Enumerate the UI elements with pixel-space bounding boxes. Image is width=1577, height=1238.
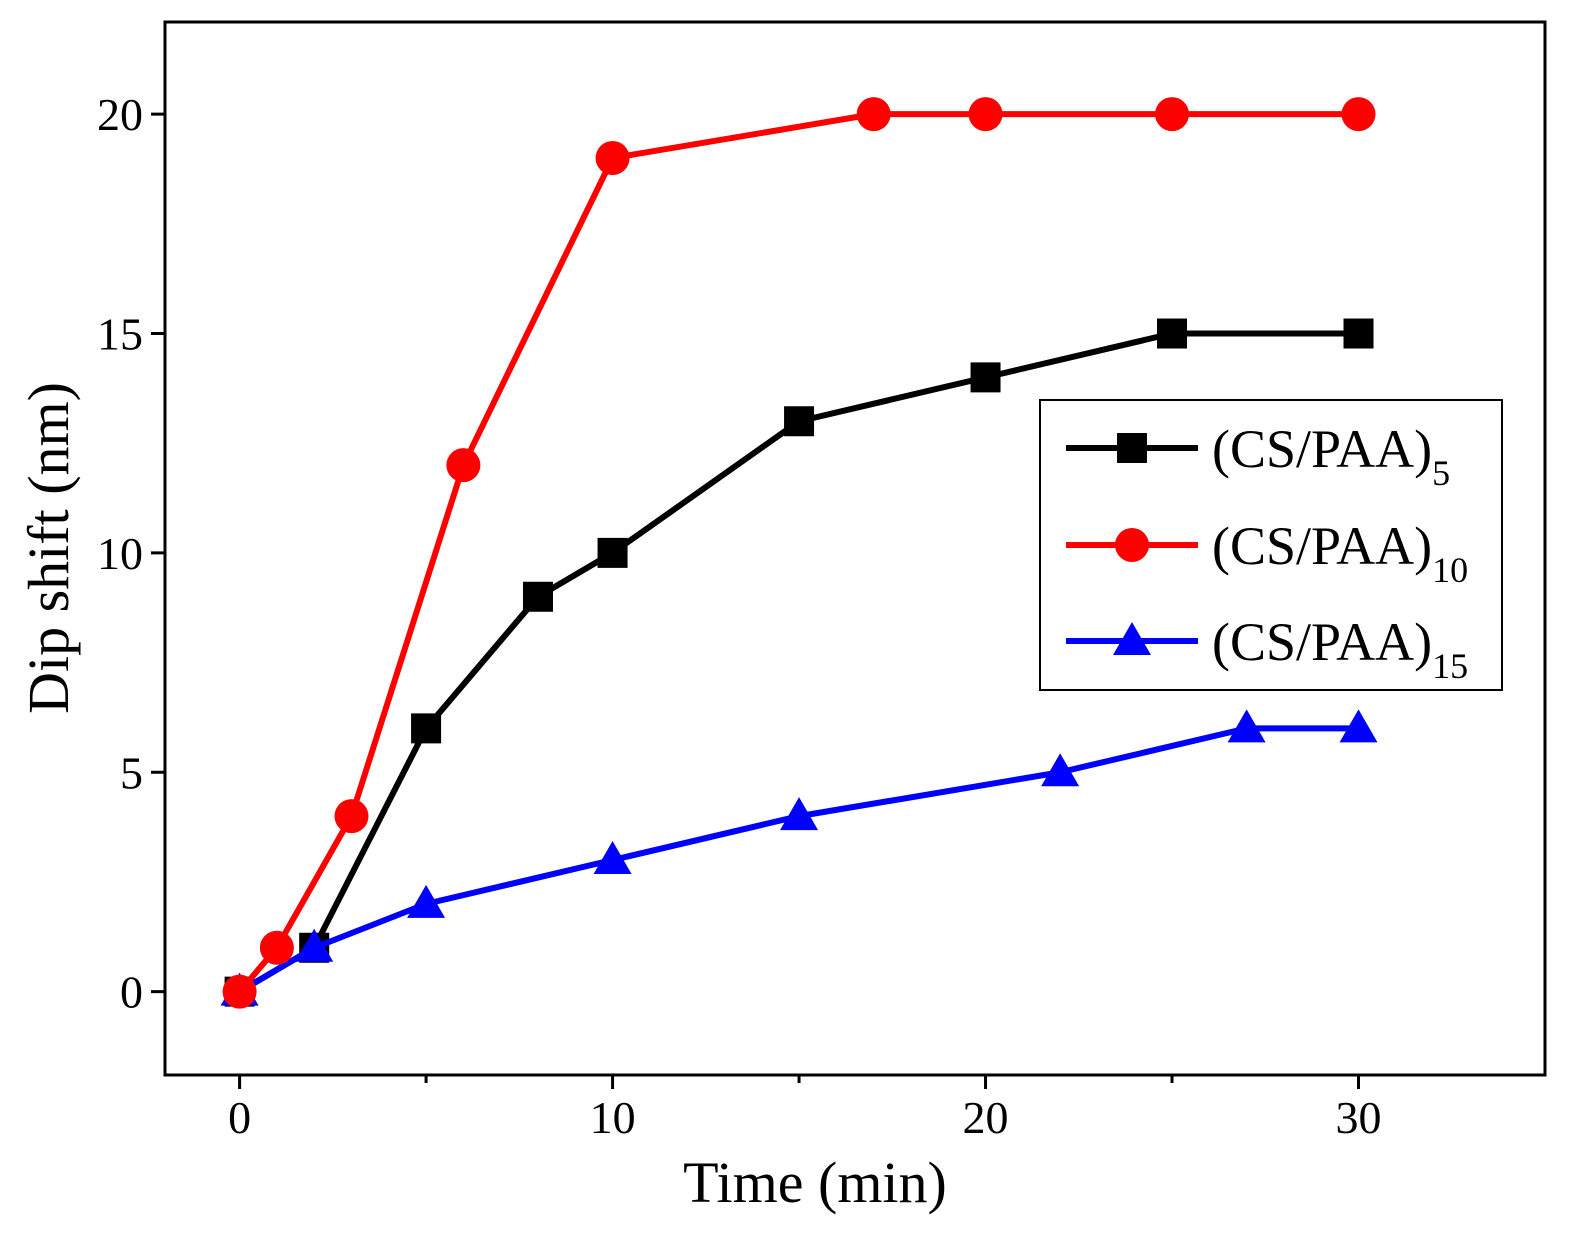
data-point-circle-6 xyxy=(968,97,1003,132)
plot-series xyxy=(220,97,1378,1009)
y-tick-label-3: 15 xyxy=(97,309,143,360)
legend-marker-2 xyxy=(1113,622,1151,655)
data-point-triangle-2 xyxy=(407,884,446,918)
series-circle xyxy=(222,97,1376,1009)
legend-label-sub-2: 15 xyxy=(1432,646,1468,686)
y-tick-label-1: 5 xyxy=(120,747,143,798)
y-tick-label-2: 10 xyxy=(97,528,143,579)
data-point-triangle-7 xyxy=(1339,709,1378,743)
data-point-circle-7 xyxy=(1155,97,1190,132)
data-point-circle-3 xyxy=(446,448,481,483)
data-point-square-4 xyxy=(597,537,628,568)
legend-label-1: (CS/PAA)10 xyxy=(1212,516,1468,590)
y-tick-label-4: 20 xyxy=(97,89,143,140)
legend-marker-1 xyxy=(1115,528,1149,562)
data-point-square-6 xyxy=(970,362,1001,393)
y-axis-title: Dip shift (nm) xyxy=(16,382,81,714)
data-point-triangle-6 xyxy=(1227,709,1266,743)
data-point-triangle-4 xyxy=(780,797,819,831)
y-tick-label-0: 0 xyxy=(120,967,143,1018)
x-tick-label-1: 10 xyxy=(590,1092,636,1143)
legend-label-0: (CS/PAA)5 xyxy=(1212,419,1450,493)
data-point-triangle-5 xyxy=(1041,753,1080,787)
legend-label-sub-0: 5 xyxy=(1432,453,1450,493)
x-tick-label-2: 20 xyxy=(963,1092,1009,1143)
data-point-triangle-1 xyxy=(295,928,334,962)
data-point-triangle-3 xyxy=(593,841,632,875)
series-triangle xyxy=(220,709,1378,1006)
x-axis-title: Time (min) xyxy=(683,1150,947,1215)
axis-ticks: 0 10 20 30 0 5 10 15 20 xyxy=(97,89,1382,1143)
data-point-circle-2 xyxy=(334,799,369,834)
data-point-square-3 xyxy=(522,581,553,612)
series-line-triangle xyxy=(238,725,1359,995)
data-point-square-7 xyxy=(1157,318,1188,349)
data-point-circle-1 xyxy=(259,930,294,965)
data-point-circle-0 xyxy=(222,974,257,1009)
data-point-circle-8 xyxy=(1341,97,1376,132)
data-point-square-2 xyxy=(411,713,442,744)
plot-frame xyxy=(163,20,1547,1077)
legend: (CS/PAA)5(CS/PAA)10(CS/PAA)15 xyxy=(1039,399,1503,691)
legend-label-2: (CS/PAA)15 xyxy=(1212,612,1468,686)
legend-label-main-1: (CS/PAA) xyxy=(1212,516,1432,576)
x-tick-label-0: 0 xyxy=(228,1092,251,1143)
legend-marker-0 xyxy=(1117,433,1147,463)
legend-label-main-2: (CS/PAA) xyxy=(1212,612,1432,672)
legend-label-sub-1: 10 xyxy=(1432,550,1468,590)
legend-label-main-0: (CS/PAA) xyxy=(1212,419,1432,479)
data-point-circle-4 xyxy=(595,141,630,176)
x-tick-label-3: 30 xyxy=(1336,1092,1382,1143)
data-point-square-8 xyxy=(1343,318,1374,349)
data-point-square-5 xyxy=(784,406,815,437)
data-point-circle-5 xyxy=(856,97,891,132)
